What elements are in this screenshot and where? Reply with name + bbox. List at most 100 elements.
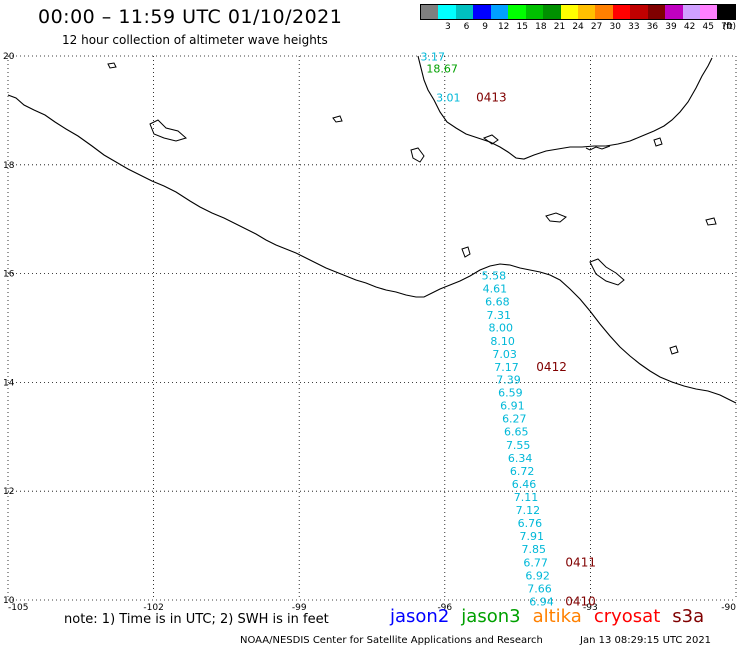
longitude-tick-label: -96 (437, 603, 452, 613)
wave-height-value: 6.65 (504, 426, 529, 439)
longitude-tick-label: -93 (583, 603, 598, 613)
satellite-legend: jason2 jason3 altika cryosat s3a (390, 606, 716, 627)
wave-height-value: 6.92 (525, 569, 550, 582)
wave-height-value: 18.67 (426, 62, 458, 75)
color-scale-swatches (420, 4, 736, 20)
wave-height-value: 7.03 (492, 348, 517, 361)
satellite-name: jason3 (461, 606, 521, 627)
pass-label: 0410 (565, 594, 596, 608)
bahia-de-campeche-coast (585, 145, 611, 151)
color-swatch (717, 5, 735, 19)
color-label: 27 (590, 22, 603, 32)
longitude-tick-label: -105 (8, 603, 28, 613)
wave-height-value: 6.27 (502, 413, 527, 426)
wave-height-value: 3.17 (421, 50, 446, 63)
latitude-tick-label: 12 (3, 487, 14, 497)
wave-height-value: 7.12 (516, 504, 541, 517)
wave-height-value: 6.46 (512, 478, 537, 491)
color-label: 45 (702, 22, 714, 32)
page-title: 00:00 – 11:59 UTC 01/10/2021 (38, 6, 343, 28)
wave-height-value: 8.10 (490, 335, 515, 348)
wave-height-value: 6.91 (500, 400, 525, 413)
color-label: 9 (482, 22, 488, 32)
lat-lon-grid: -105 -102 -99 -96 -93 -90 20 18 16 14 12 10 (3, 52, 737, 613)
latitude-tick-label: 16 (3, 270, 15, 280)
wave-height-value: 7.66 (527, 582, 552, 595)
color-label: 42 (683, 22, 696, 32)
wave-height-value: 8.00 (488, 321, 512, 334)
pass-label: 0412 (536, 360, 567, 374)
lake-8 (653, 137, 663, 147)
wave-height-value: 7.85 (521, 543, 546, 556)
note-text: note: 1) Time is in UTC; 2) SWH is in fe… (64, 612, 329, 627)
color-swatch (700, 5, 718, 19)
pass-label: 0413 (476, 91, 507, 105)
color-swatch (665, 5, 683, 19)
island-1 (410, 147, 425, 163)
satellite-name: cryosat (593, 606, 661, 627)
wave-height-value: 6.94 (529, 595, 554, 608)
color-label: 36 (646, 22, 659, 32)
longitude-tick-label: -90 (721, 603, 736, 613)
wave-height-value: 7.11 (514, 491, 539, 504)
footer-credit: NOAA/NESDIS Center for Satellite Applica… (240, 635, 543, 646)
color-scale-unit: (ft) (722, 22, 736, 32)
lake-9 (705, 217, 717, 226)
color-label: 21 (553, 22, 566, 32)
lake-7 (107, 62, 117, 69)
island-2 (545, 212, 567, 223)
lake-5 (669, 345, 679, 355)
lake-3 (482, 134, 499, 145)
pacific-coastline (7, 94, 737, 404)
color-swatch (682, 5, 700, 19)
footer-timestamp: Jan 13 08:29:15 UTC 2021 (580, 635, 712, 646)
color-scale-legend: 3 6 9 12 15 18 21 24 27 30 33 36 39 42 45 70 (ft) (420, 4, 736, 34)
wave-height-value: 7.91 (520, 530, 545, 543)
wave-height-value: 7.39 (496, 373, 521, 386)
page-subtitle: 12 hour collection of altimeter wave hei… (62, 33, 328, 47)
wave-height-value: 6.77 (523, 556, 548, 569)
color-swatch (438, 5, 456, 19)
wave-height-value: 6.34 (508, 452, 532, 465)
pass-label: 0411 (565, 555, 596, 569)
wave-height-value: 4.61 (483, 283, 508, 296)
color-swatch (543, 5, 561, 19)
color-swatch (455, 5, 474, 19)
satellite-name: altika (532, 606, 582, 627)
color-swatch (577, 5, 596, 19)
wave-height-value: 6.68 (485, 296, 510, 309)
color-label: 18 (535, 22, 547, 32)
color-swatch (560, 5, 578, 19)
lake-1 (149, 119, 188, 142)
color-swatch (647, 5, 666, 19)
wave-height-value: 6.76 (518, 517, 543, 530)
pass-labels: 0413 0412 0411 0410 (476, 91, 596, 609)
gulf-coastline (417, 55, 713, 160)
color-swatch (508, 5, 526, 19)
color-swatch (421, 5, 439, 19)
satellite-name: s3a (672, 606, 705, 627)
color-label: 24 (572, 22, 584, 32)
color-label: 33 (628, 22, 640, 32)
wave-height-value: 3.01 (436, 92, 461, 105)
color-scale-labels: 3 6 9 12 15 18 21 24 27 30 33 36 39 42 45 70 (420, 22, 736, 32)
wave-height-value: 7.55 (506, 439, 531, 452)
lake-6 (332, 115, 343, 123)
wave-height-value: 6.72 (510, 465, 535, 478)
color-swatch (525, 5, 544, 19)
color-swatch (630, 5, 648, 19)
coastline (7, 55, 737, 404)
wave-height-value: 7.31 (487, 309, 512, 322)
latitude-tick-label: 14 (3, 378, 15, 388)
color-label: 15 (516, 22, 528, 32)
latitude-tick-label: 10 (3, 596, 15, 606)
color-label: 12 (497, 22, 510, 32)
latitude-tick-label: 20 (3, 52, 15, 62)
color-label: 30 (609, 22, 621, 32)
color-swatch (490, 5, 509, 19)
color-label: 39 (665, 22, 677, 32)
color-label: 70 (721, 22, 733, 32)
